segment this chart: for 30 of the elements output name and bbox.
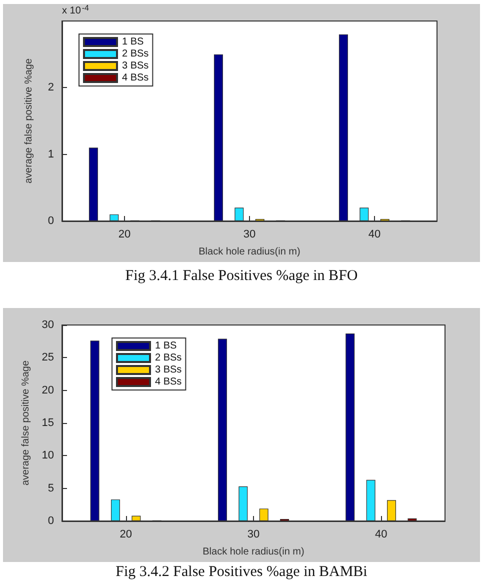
legend-label: 3 BSs — [155, 364, 182, 376]
y-tick-label: 10 — [42, 450, 54, 462]
y-tick-label: 30 — [42, 319, 54, 331]
y-tick-label: 0 — [48, 215, 54, 227]
y-axis-title: average false positive %age — [24, 58, 34, 184]
y-tick-label: 5 — [48, 482, 54, 494]
legend-label: 2 BSs — [155, 352, 182, 364]
y-axis-title: average false positive %age — [20, 360, 32, 486]
y-tick-label: 0 — [48, 515, 54, 527]
text: Fig 3.4.2 False Positives %age in BAMBi — [114, 563, 368, 581]
x-tick-label: 30 — [247, 528, 260, 540]
x-tick-label: 20 — [118, 228, 131, 240]
x-tick-label: 20 — [120, 528, 132, 540]
legend-label: 1 BS — [122, 36, 144, 48]
x-tick-label: 40 — [375, 528, 388, 540]
legend-label: 3 BSs — [122, 60, 149, 72]
y-tick-label: 15 — [42, 417, 54, 429]
y-tick-label: 2 — [48, 82, 54, 94]
legend-label: 4 BSs — [122, 72, 149, 84]
legend-label: 1 BS — [155, 340, 178, 352]
text: Fig 3.4.1 False Positives %age in BFO — [124, 267, 359, 285]
legend-label: 4 BSs — [155, 376, 182, 388]
y-tick-label: 25 — [42, 352, 54, 364]
x-tick-label: 40 — [368, 228, 381, 240]
x-axis-title: Black hole radius(in m) — [198, 246, 300, 258]
x-tick-label: 30 — [243, 228, 256, 240]
y-tick-label: 20 — [42, 384, 54, 396]
x-axis-title: Black hole radius(in m) — [202, 546, 304, 558]
legend-label: 2 BSs — [122, 48, 149, 60]
y-tick-label: 1 — [48, 148, 54, 160]
